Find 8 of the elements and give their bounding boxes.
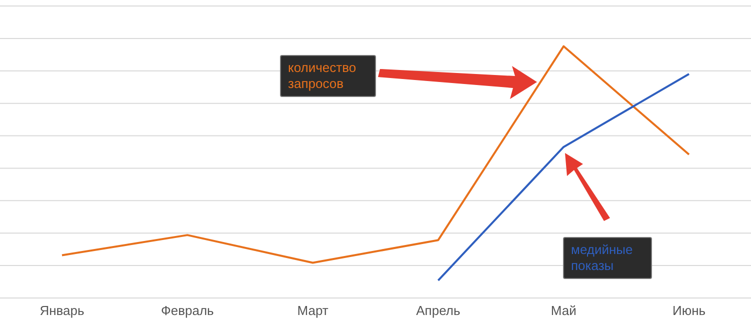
x-tick-label: Март	[297, 303, 328, 318]
x-tick-label: Апрель	[416, 303, 460, 318]
text: количество запросов	[280, 55, 376, 97]
x-tick-label: Февраль	[160, 303, 214, 318]
x-tick-label: Май	[550, 303, 576, 318]
text: медийные показы	[563, 237, 652, 279]
x-tick-label: Январь	[40, 303, 85, 318]
x-tick-label: Июнь	[672, 303, 706, 318]
